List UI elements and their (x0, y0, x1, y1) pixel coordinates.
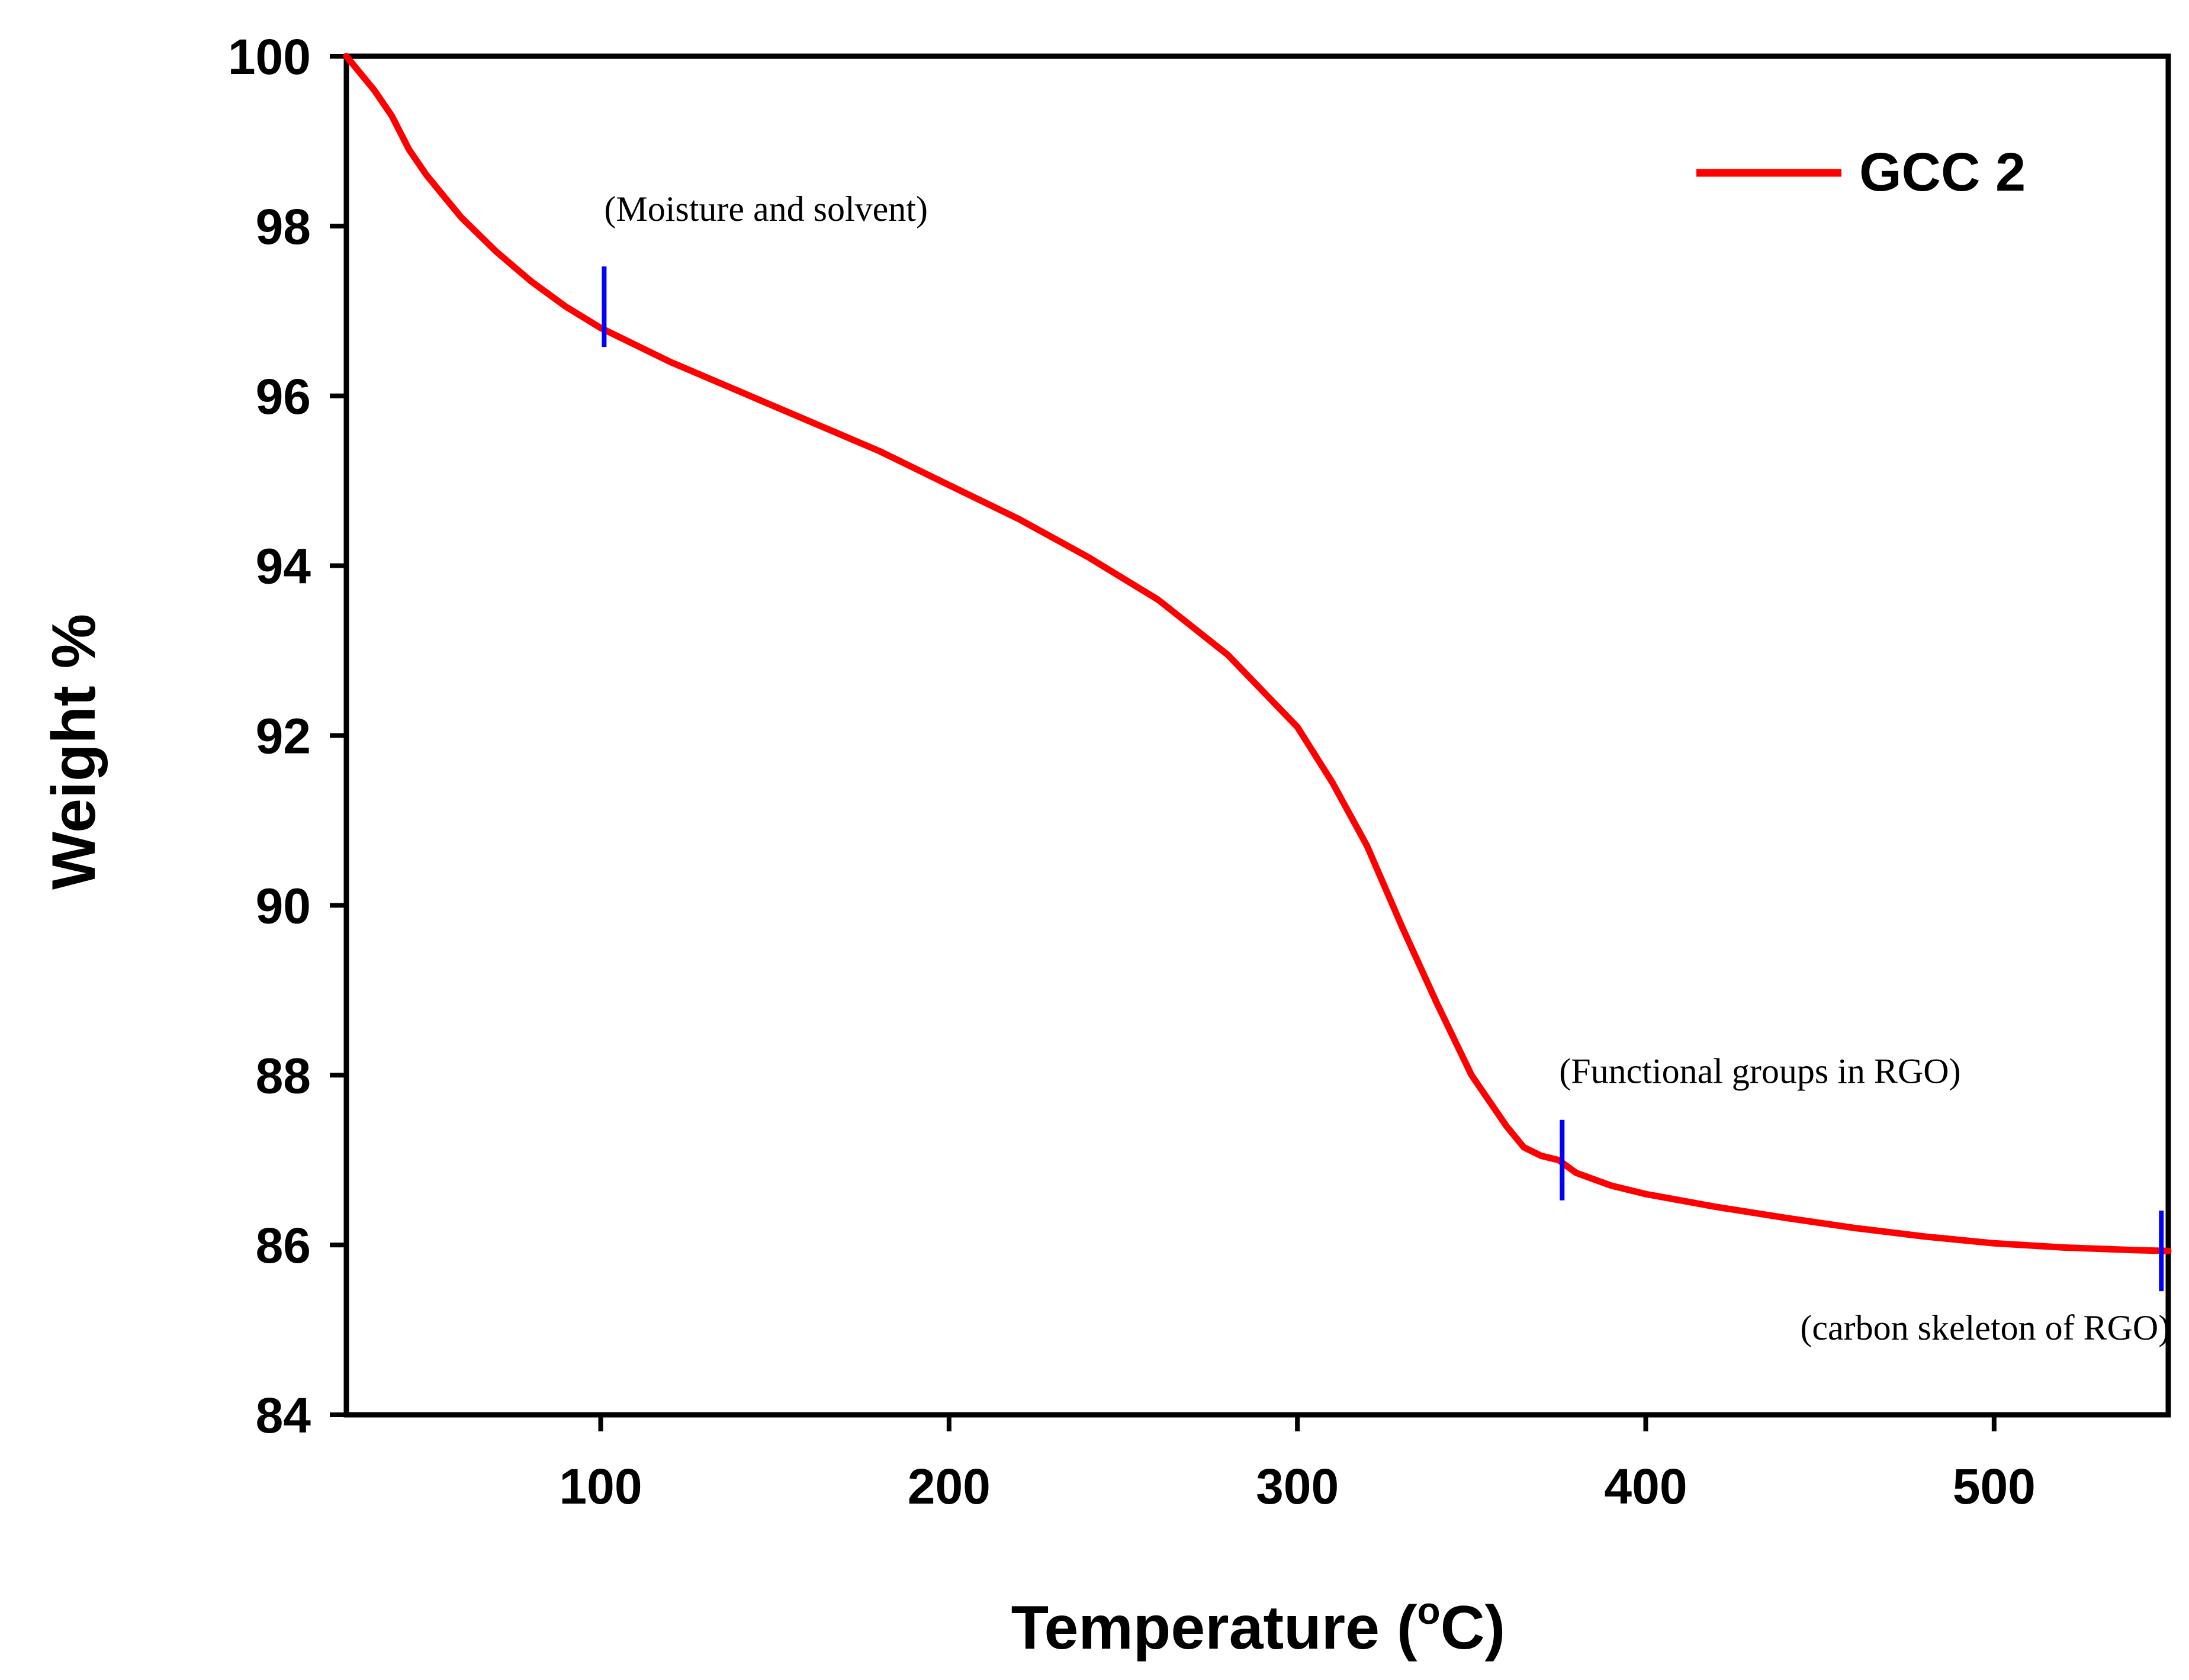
y-tick-label: 90 (256, 878, 311, 934)
y-tick-label: 88 (256, 1048, 311, 1103)
legend: GCC 2 (1696, 142, 2026, 202)
x-tick-label: 100 (559, 1459, 642, 1514)
x-tick-label: 400 (1604, 1459, 1687, 1514)
x-tick-label: 200 (908, 1459, 991, 1514)
x-axis-title-superscript: o (1417, 1589, 1440, 1632)
y-axis-title: Weight % (40, 614, 108, 890)
y-tick-label: 96 (256, 369, 311, 424)
annotation-label: (Moisture and solvent) (604, 189, 928, 228)
x-axis-title: Temperature (oC) (1011, 1589, 1506, 1662)
y-tick-label: 84 (256, 1388, 311, 1443)
y-tick-label: 98 (256, 199, 311, 255)
x-tick-label: 300 (1256, 1459, 1339, 1514)
y-tick-label: 92 (256, 709, 311, 764)
y-tick-label: 86 (256, 1218, 311, 1273)
series-line-gcc2 (343, 53, 2172, 1254)
x-tick-label: 500 (1953, 1459, 2036, 1514)
annotation-label: (carbon skeleton of RGO) (1800, 1308, 2170, 1347)
legend-label-gcc2: GCC 2 (1859, 142, 2026, 202)
x-axis-ticks: 100 200 300 400 500 (559, 1415, 2036, 1514)
annotation-label: (Functional groups in RGO) (1559, 1052, 1960, 1091)
annotations: (Moisture and solvent) (Functional groups… (602, 189, 2170, 1347)
y-tick-label: 100 (228, 29, 311, 85)
y-tick-label: 94 (256, 539, 311, 594)
x-axis-title-unit: C) (1441, 1594, 1506, 1662)
x-axis-title-text: Temperature ( (1011, 1594, 1417, 1662)
y-axis-ticks: 84 86 88 90 92 94 96 98 100 (228, 29, 346, 1443)
plot-frame (343, 53, 2171, 1418)
